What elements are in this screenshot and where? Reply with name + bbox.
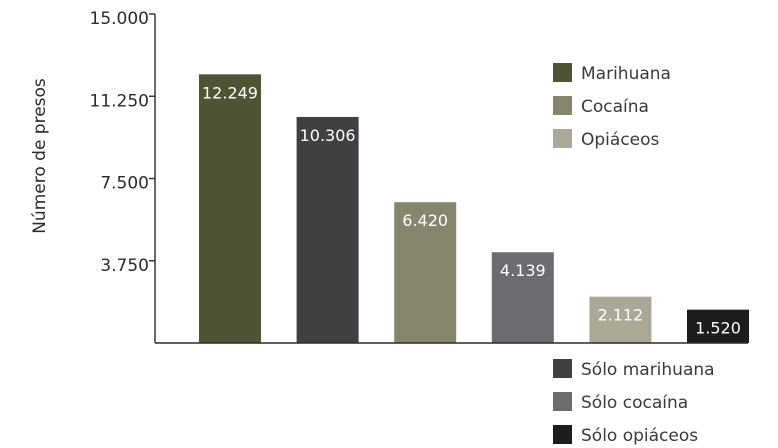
legend-label: Cocaína bbox=[581, 97, 649, 117]
legend-swatch bbox=[553, 359, 572, 378]
legend-label: Sólo cocaína bbox=[581, 393, 688, 413]
bar-data-label: 4.139 bbox=[500, 261, 546, 280]
legend-swatch bbox=[553, 129, 572, 148]
y-tick-label: 3.750 bbox=[100, 256, 149, 276]
bar bbox=[491, 252, 554, 343]
legend-swatch bbox=[553, 63, 572, 82]
bar-data-label: 1.520 bbox=[695, 319, 741, 338]
legend-label: Sólo opiáceos bbox=[581, 426, 698, 446]
bar bbox=[296, 116, 359, 343]
bar-data-label: 10.306 bbox=[300, 126, 356, 145]
y-tick-label: 15.000 bbox=[90, 9, 149, 29]
legend-swatch bbox=[553, 392, 572, 411]
y-axis: 3.750 7.500 11.250 15.000 bbox=[90, 9, 156, 343]
bar bbox=[687, 309, 749, 343]
legend-label: Marihuana bbox=[581, 64, 671, 84]
bar-data-label: 2.112 bbox=[597, 306, 643, 325]
y-axis-label: Número de presos bbox=[30, 78, 50, 234]
legend-top: Marihuana Cocaína Opiáceos bbox=[553, 63, 671, 150]
legend-swatch bbox=[553, 425, 572, 444]
bars: 12.249 10.306 6.420 4.139 2.112 1.520 bbox=[199, 74, 749, 344]
bar bbox=[589, 296, 652, 343]
legend-bottom: Sólo marihuana Sólo cocaína Sólo opiáceos bbox=[553, 359, 715, 446]
bar bbox=[199, 74, 261, 344]
legend-label: Sólo marihuana bbox=[581, 360, 715, 380]
bar bbox=[394, 202, 457, 343]
bar-data-label: 12.249 bbox=[202, 83, 258, 102]
bar-data-label: 6.420 bbox=[402, 211, 448, 230]
y-tick-label: 7.500 bbox=[100, 174, 149, 194]
y-tick-label: 11.250 bbox=[90, 91, 149, 111]
legend-label: Opiáceos bbox=[581, 130, 660, 150]
legend-swatch bbox=[553, 96, 572, 115]
